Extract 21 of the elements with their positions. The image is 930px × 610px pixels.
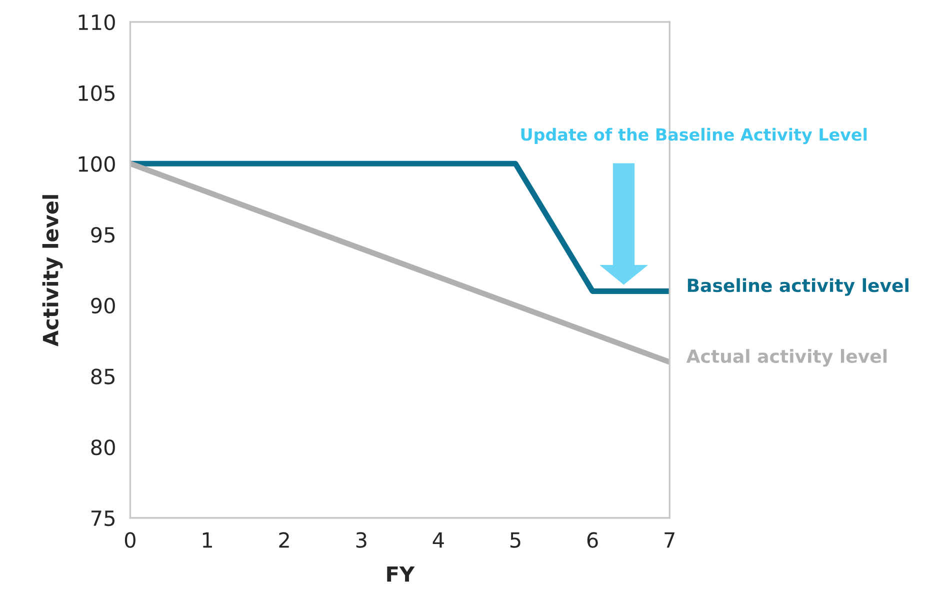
x-tick-label: 7 <box>664 532 674 548</box>
y-tick-label: 75 <box>92 510 114 526</box>
y-tick-label: 90 <box>91 298 115 314</box>
y-tick-label: 100 <box>78 156 115 172</box>
y-tick-label: 110 <box>78 14 115 30</box>
x-tick-label: 1 <box>202 532 212 548</box>
y-tick-label: 95 <box>91 226 114 243</box>
x-tick-label: 3 <box>356 532 366 548</box>
series-label: Actual activity level <box>686 349 887 367</box>
x-tick-label: 2 <box>279 532 289 548</box>
x-tick-label: 6 <box>587 532 598 548</box>
series-label: Baseline activity level <box>688 278 908 296</box>
annotation: Update of the Baseline Activity Level <box>521 128 867 144</box>
x-tick-label: 0 <box>124 532 136 548</box>
x-axis-title: FY <box>387 566 415 582</box>
x-tick-label: 5 <box>510 532 520 548</box>
y-tick-label: 105 <box>78 85 114 102</box>
x-tick-label: 4 <box>432 532 444 548</box>
y-tick-label: 85 <box>91 368 114 384</box>
y-tick-label: 80 <box>91 439 115 456</box>
y-axis-title: Activity level <box>42 195 63 346</box>
